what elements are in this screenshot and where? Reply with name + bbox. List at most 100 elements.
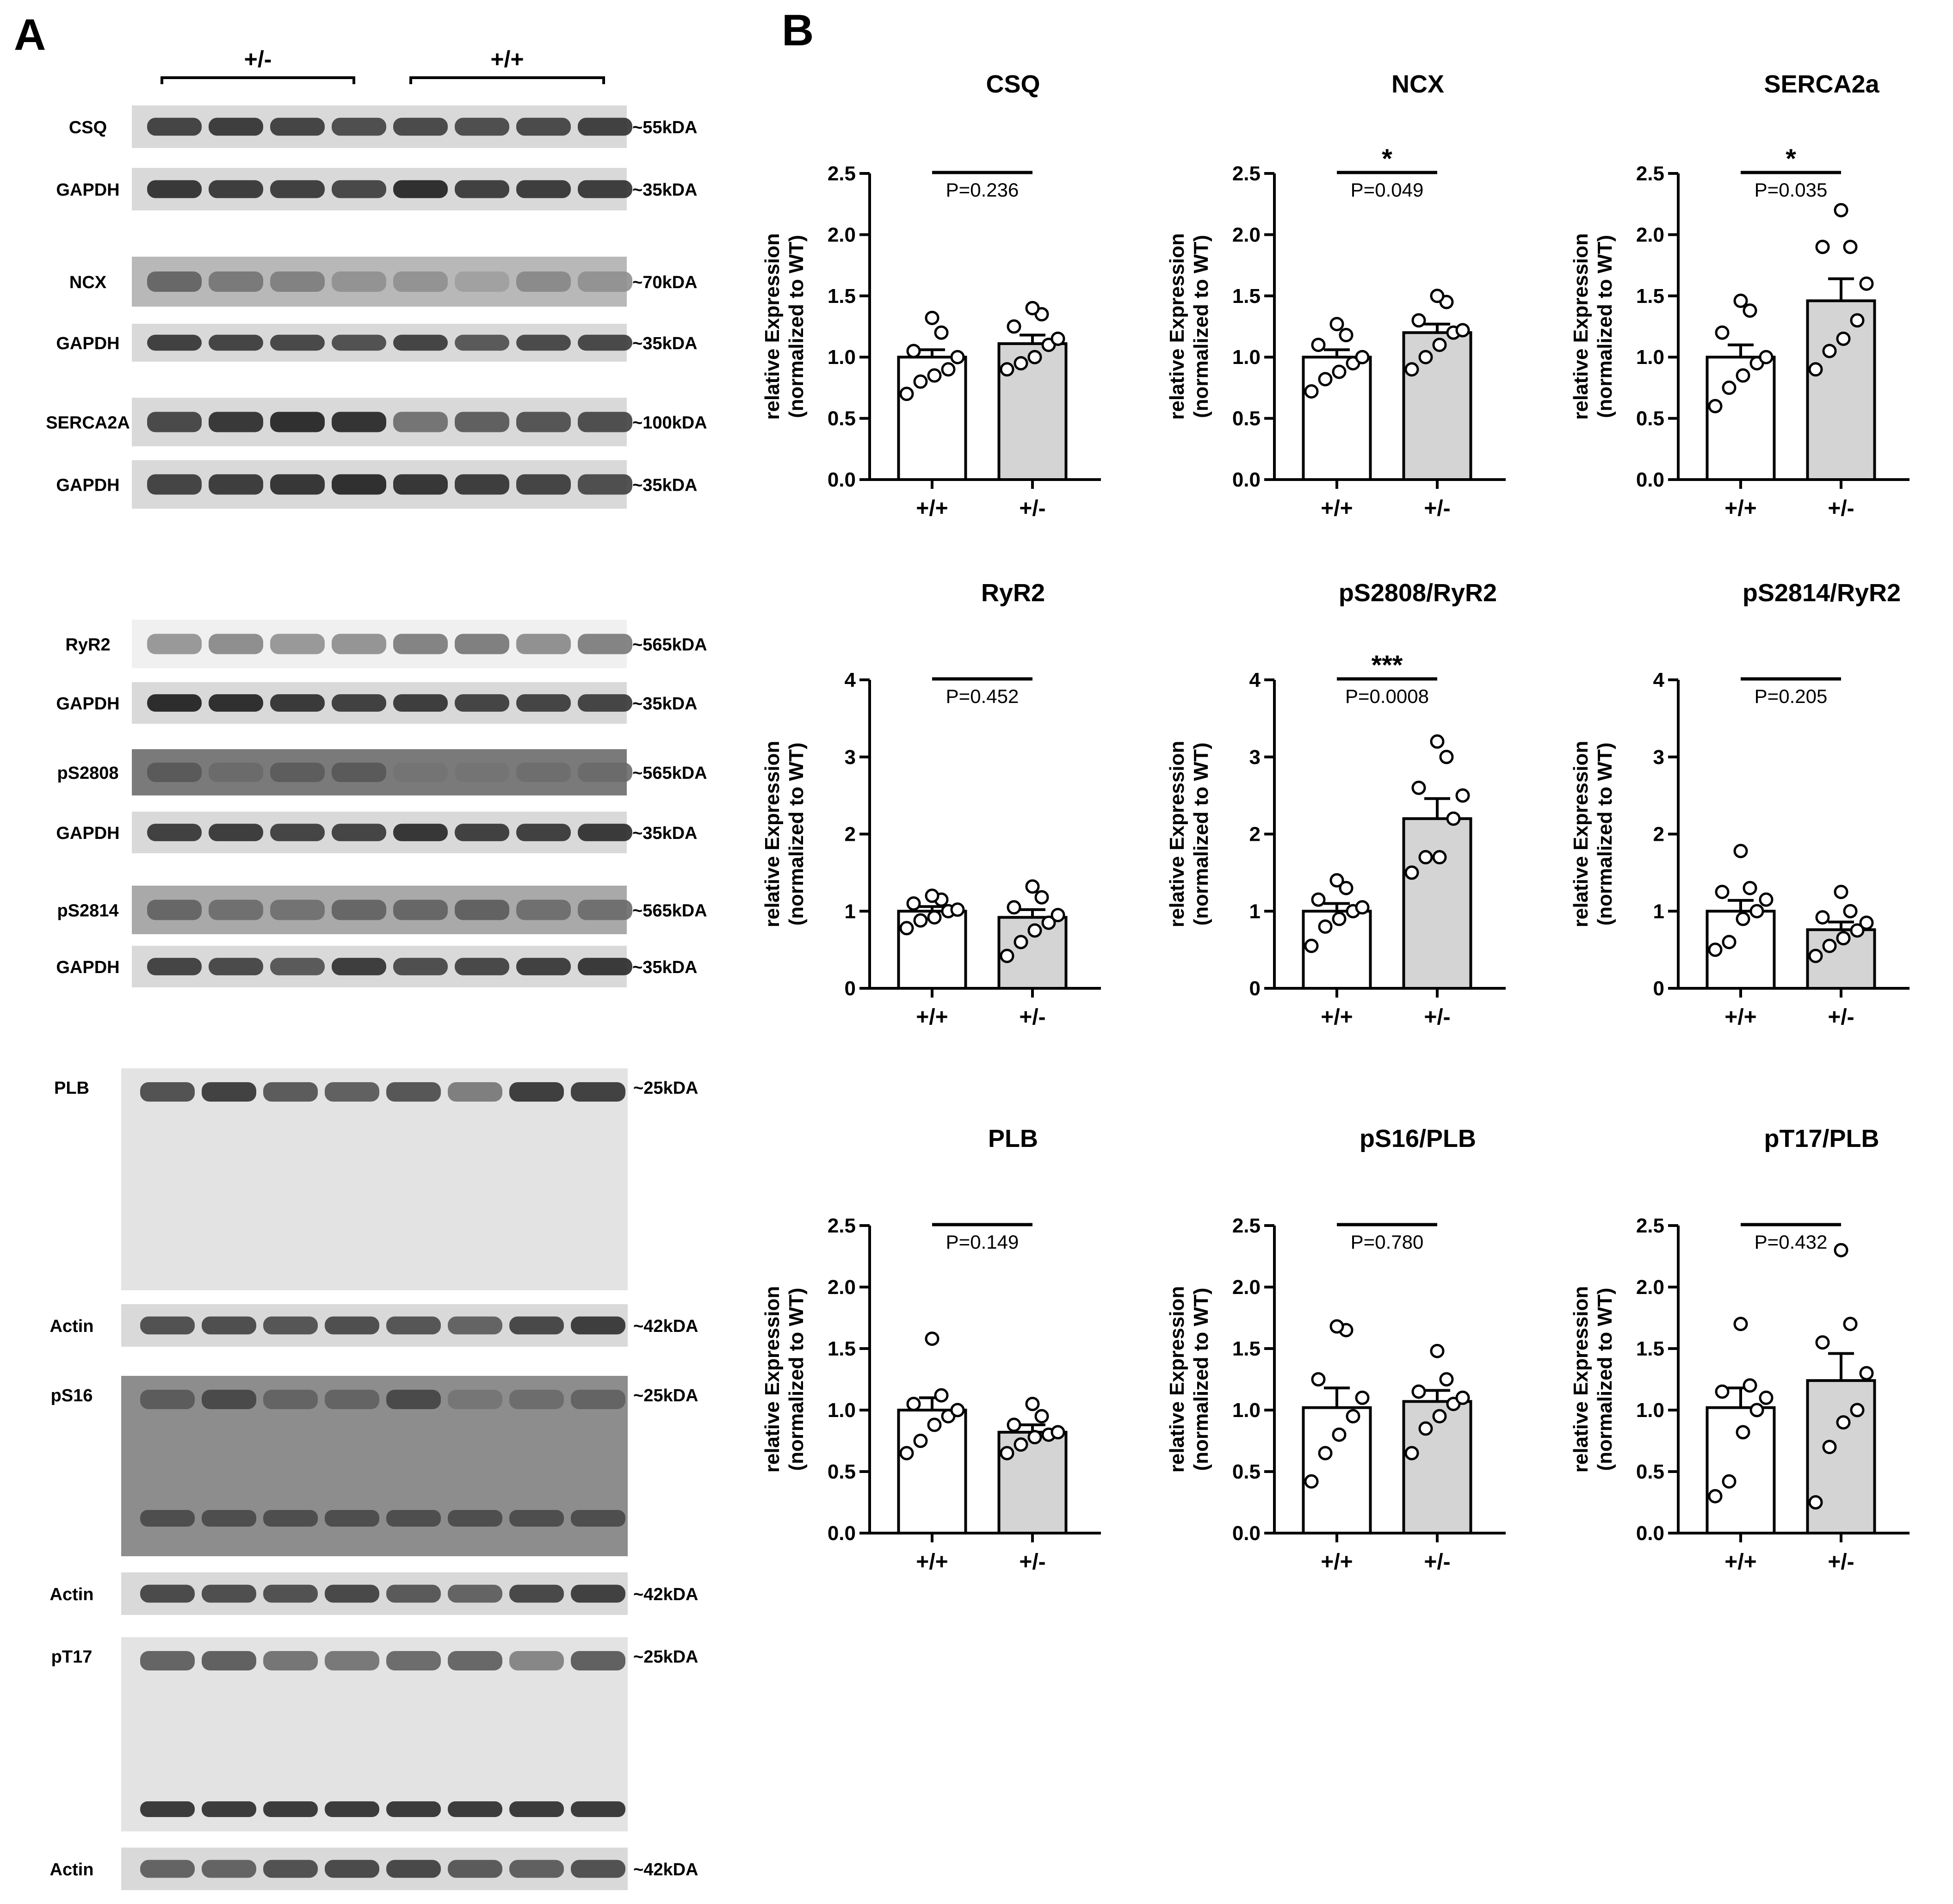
blot-band [209,412,263,432]
chart-title: pS2808/RyR2 [1339,579,1497,607]
y-tick-label: 1.5 [1232,285,1261,308]
x-tick-label: +/- [1019,1550,1045,1574]
chart-title: pS2814/RyR2 [1743,579,1901,607]
blot-size-label: ~25kDA [633,1078,698,1098]
x-tick-label: +/- [1424,1005,1450,1029]
bar-chart: NCX relative Expression (normalized to WT)… [1166,70,1506,521]
blot-label: SERCA2A [46,413,130,433]
data-point [1025,301,1040,315]
blot-band [332,180,386,198]
data-point [1430,734,1445,749]
blot-band [140,1651,195,1670]
data-point [1304,384,1319,399]
data-point [1404,865,1419,880]
blot-band [209,271,263,292]
data-point [1007,1417,1021,1432]
x-tick-label: +/+ [916,1550,948,1574]
blot-band [270,271,325,292]
y-tick-label: 1.0 [1636,346,1664,369]
blot-band [332,824,386,841]
blot-band [209,180,263,198]
blot-band [455,900,509,920]
blot-label: pS16 [51,1386,93,1405]
blot-band-lower [509,1510,564,1527]
blot-band-lower [448,1801,502,1817]
x-tick-label: +/- [1828,1005,1854,1029]
y-tick-label: 2.5 [828,1214,856,1237]
blot-label: Actin [50,1585,94,1604]
blot-band [516,412,571,432]
bar [1402,1400,1472,1534]
blot-band [325,1860,379,1878]
blot-band [393,763,448,782]
bar-chart: pS16/PLB relative Expression (normalized t… [1166,1125,1506,1574]
blot-size-label: ~70kDA [632,273,697,292]
data-point [1311,1372,1326,1386]
blot-band [147,824,202,841]
y-tick-label: 4 [1653,669,1665,691]
blot-band [147,180,202,198]
data-point [1759,892,1774,907]
data-point [1859,1366,1874,1380]
data-point [950,350,965,364]
blot-band [578,824,632,841]
group-bracket [409,76,605,84]
blot-label: GAPDH [56,334,119,353]
blot-band [263,1651,318,1670]
blot-band [578,634,632,654]
data-point [1051,1425,1065,1440]
p-value-label: P=0.432 [1755,1231,1828,1253]
data-point [1311,892,1326,907]
y-tick-label: 2.0 [828,223,856,246]
data-point [1850,923,1865,938]
data-point [1843,240,1858,254]
blot-strip [132,324,632,362]
data-point [1318,919,1333,934]
data-point [1850,313,1865,328]
blot-band [209,900,263,920]
data-point [1859,915,1874,930]
blot-band [393,334,448,351]
data-point [1439,1372,1454,1386]
data-point [1339,881,1354,895]
data-point [1025,1397,1040,1411]
data-point [1455,323,1470,338]
blot-size-label: ~35kDA [632,958,697,977]
blot-band [571,1860,625,1878]
y-tick-label: 1 [1249,900,1261,923]
data-point [1736,1425,1750,1440]
blot-band [571,1390,625,1409]
data-point [925,888,939,903]
blot-size-label: ~55kDA [632,118,697,137]
data-point [1329,317,1344,332]
blot-strip [132,168,632,210]
data-point [1815,1335,1830,1350]
blot-size-label: ~35kDA [632,824,697,843]
blot-band [332,900,386,920]
blot-strip [132,620,632,668]
blot-band [147,412,202,432]
data-point [1743,303,1757,318]
blot-band [386,1082,441,1102]
data-point [1708,399,1723,413]
significance-stars: * [1382,144,1392,174]
y-tick-label: 1 [1653,900,1664,923]
y-axis-label: relative Expression [1166,233,1188,420]
bar [1806,1379,1876,1534]
y-tick-label: 0 [1653,977,1664,1000]
blot-band-lower [140,1801,195,1817]
p-value-label: P=0.780 [1351,1231,1424,1253]
y-axis-label: relative Expression [1166,1286,1188,1473]
blot-band [393,634,448,654]
data-point [1027,1430,1042,1445]
y-tick-label: 1.5 [1232,1337,1261,1360]
chart-title: RyR2 [981,579,1045,607]
group-label: +/+ [490,46,524,72]
data-point [1446,811,1461,826]
bar-chart: CSQ relative Expression (normalized to WT)… [761,70,1101,521]
data-point [1722,1474,1737,1489]
data-point [1733,844,1748,858]
blot-size-label: ~25kDA [633,1647,698,1667]
y-tick-label: 2.5 [828,162,856,185]
blot-strip [121,1376,628,1556]
